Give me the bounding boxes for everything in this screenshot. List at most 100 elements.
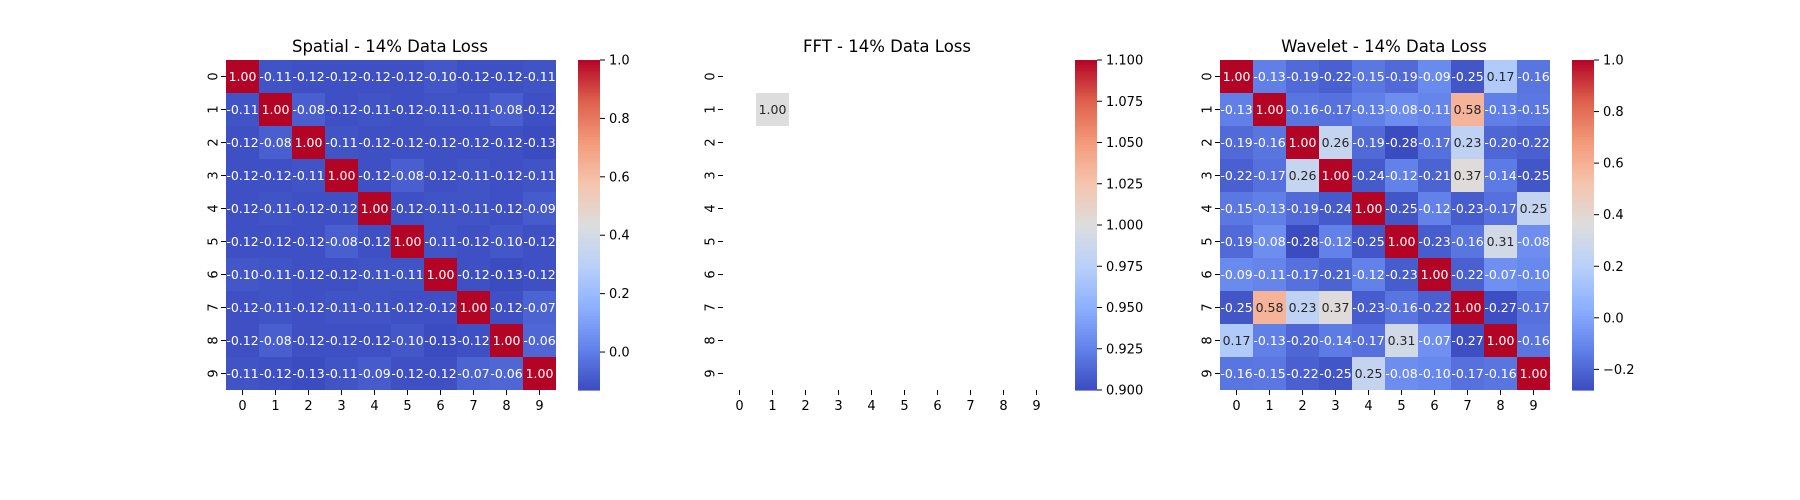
wavelet-cell-label: -0.16 <box>1220 366 1252 381</box>
wavelet-cell <box>1319 225 1352 258</box>
wavelet-cell <box>1451 225 1484 258</box>
fft-colorbar-segment <box>1075 68 1097 72</box>
fft-y-tick-label: 3 <box>704 171 719 179</box>
spatial-cell <box>226 357 259 390</box>
spatial-colorbar-segment <box>578 65 600 69</box>
spatial-colorbar-segment <box>578 236 600 240</box>
wavelet-colorbar-segment <box>1572 172 1594 177</box>
fft-colorbar-segment <box>1075 172 1097 177</box>
spatial-cell <box>358 225 391 258</box>
fft-colorbar-segment <box>1075 271 1097 276</box>
spatial-colorbar-segment <box>578 159 600 163</box>
spatial-colorbar-segment <box>578 200 600 204</box>
fft-colorbar-segment <box>1075 211 1097 215</box>
fft-colorbar-segment <box>1075 346 1097 350</box>
spatial-colorbar-segment <box>578 263 600 267</box>
spatial-cell <box>457 93 490 126</box>
wavelet-colorbar-segment <box>1572 161 1594 166</box>
spatial-cell-label: -0.13 <box>523 135 555 150</box>
wavelet-cell <box>1385 291 1418 324</box>
wavelet-x-tick-label: 9 <box>1529 399 1537 414</box>
wavelet-cell-label: -0.19 <box>1352 135 1384 150</box>
wavelet-colorbar-segment <box>1572 315 1594 320</box>
wavelet-colorbar-segment <box>1572 181 1594 185</box>
wavelet-cell <box>1220 324 1253 357</box>
fft-colorbar-segment <box>1075 326 1097 331</box>
fft-colorbar-segment <box>1075 244 1097 248</box>
spatial-cell <box>325 258 358 291</box>
wavelet-cell-label: -0.25 <box>1352 234 1384 249</box>
wavelet-colorbar-segment <box>1572 343 1594 347</box>
spatial-colorbar-segment <box>578 170 600 174</box>
spatial-colorbar-segment <box>578 359 600 364</box>
fft-x-tick-label: 8 <box>999 399 1007 414</box>
fft-y-tick-label: 8 <box>704 336 719 344</box>
fft-colorbar-segment <box>1075 128 1097 133</box>
spatial-cell <box>391 126 424 159</box>
fft-y-tick-label: 9 <box>704 369 719 377</box>
fft-colorbar-segment <box>1075 348 1097 353</box>
spatial-colorbar-segment <box>578 120 600 124</box>
spatial-cell-label: -0.12 <box>292 201 324 216</box>
wavelet-cell-label: -0.22 <box>1286 366 1318 381</box>
spatial-colorbar-tick-label: 0.4 <box>609 229 630 244</box>
spatial-cell <box>259 192 292 225</box>
wavelet-cell <box>1319 60 1352 93</box>
spatial-cell-label: -0.12 <box>358 234 390 249</box>
spatial-colorbar-segment <box>578 172 600 177</box>
spatial-colorbar-segment <box>578 329 600 333</box>
spatial-colorbar-segment <box>578 134 600 138</box>
spatial-colorbar-segment <box>578 255 600 259</box>
spatial-cell <box>391 60 424 93</box>
wavelet-cell-label: -0.20 <box>1286 333 1318 348</box>
wavelet-cell <box>1484 93 1517 126</box>
spatial-cell-label: -0.12 <box>457 333 489 348</box>
spatial-cell <box>457 291 490 324</box>
spatial-colorbar-segment <box>578 351 600 355</box>
spatial-colorbar-segment <box>578 280 600 284</box>
spatial-colorbar-segment <box>578 123 600 127</box>
spatial-colorbar-segment <box>578 321 600 325</box>
wavelet-colorbar-segment <box>1572 84 1594 89</box>
spatial-cell-label: -0.11 <box>523 168 555 183</box>
spatial-cell-label: 1.00 <box>262 102 290 117</box>
fft-colorbar-segment <box>1075 222 1097 226</box>
spatial-colorbar-segment <box>578 76 600 80</box>
fft-colorbar-segment <box>1075 260 1097 265</box>
spatial-cell-label: 1.00 <box>361 201 389 216</box>
fft-x-tick-label: 6 <box>933 399 941 414</box>
fft-colorbar-segment <box>1075 93 1097 97</box>
spatial-cell <box>325 93 358 126</box>
wavelet-x-tick-label: 6 <box>1430 399 1438 414</box>
wavelet-y-tick-label: 4 <box>1201 204 1216 212</box>
wavelet-cell <box>1286 225 1319 258</box>
wavelet-cell-label: -0.13 <box>1352 102 1384 117</box>
fft-x-tick-label: 0 <box>735 399 743 414</box>
fft-colorbar-segment <box>1075 145 1097 149</box>
spatial-cell <box>391 93 424 126</box>
spatial-colorbar-segment <box>578 139 600 144</box>
wavelet-cell <box>1253 192 1286 225</box>
spatial-cell-label: -0.08 <box>292 102 324 117</box>
spatial-cell <box>292 225 325 258</box>
wavelet-cell <box>1484 258 1517 291</box>
spatial-colorbar-tick-label: 0.0 <box>609 346 630 361</box>
wavelet-cell <box>1319 357 1352 390</box>
spatial-cell <box>325 126 358 159</box>
wavelet-cell-label: 1.00 <box>1223 69 1251 84</box>
spatial-colorbar-tick-label: 0.8 <box>609 112 630 127</box>
spatial-cell <box>259 225 292 258</box>
fft-colorbar-segment <box>1075 205 1097 210</box>
wavelet-colorbar-segment <box>1572 65 1594 69</box>
spatial-cell <box>490 192 523 225</box>
wavelet-x-tick-label: 2 <box>1298 399 1306 414</box>
wavelet-cell <box>1253 60 1286 93</box>
spatial-cell <box>523 60 556 93</box>
fft-colorbar-segment <box>1075 131 1097 135</box>
wavelet-cell <box>1253 258 1286 291</box>
wavelet-cell <box>1220 258 1253 291</box>
spatial-colorbar-segment <box>578 304 600 309</box>
fft-colorbar-segment <box>1075 214 1097 218</box>
wavelet-cell-label: -0.19 <box>1286 201 1318 216</box>
spatial-cell <box>325 291 358 324</box>
